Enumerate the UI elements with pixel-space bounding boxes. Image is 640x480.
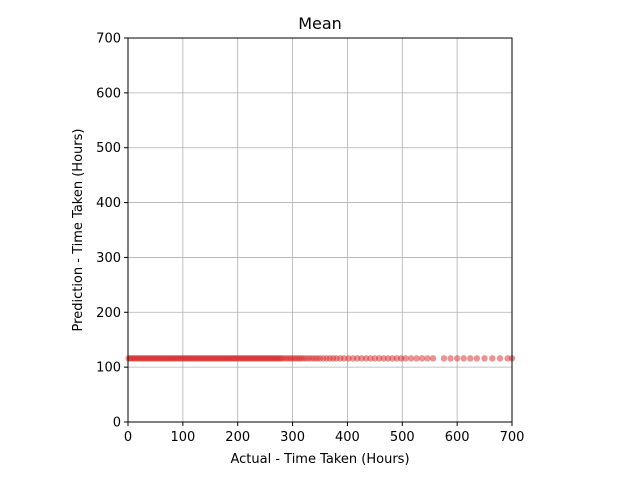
data-point-140	[467, 355, 474, 362]
data-point-127	[389, 355, 396, 362]
data-point-122	[367, 355, 374, 362]
y-tick-label-6: 600	[96, 86, 121, 101]
y-tick-label-4: 400	[96, 196, 121, 211]
data-point-130	[402, 355, 409, 362]
data-point-119	[354, 355, 361, 362]
data-point-144	[496, 355, 504, 362]
x-tick-label-5: 500	[390, 430, 415, 445]
y-axis-label: Prediction - Time Taken (Hours)	[71, 129, 86, 332]
data-point-121	[362, 355, 370, 362]
data-point-145	[504, 355, 511, 362]
data-point-123	[371, 355, 379, 362]
data-point-136	[440, 355, 448, 362]
grid	[127, 37, 513, 423]
data-point-138	[453, 355, 461, 362]
data-point-129	[397, 355, 405, 362]
data-point-133	[418, 355, 426, 362]
data-point-132	[413, 355, 420, 362]
data-point-117	[345, 355, 352, 362]
data-points	[125, 355, 516, 362]
x-tick-label-7: 700	[500, 430, 525, 445]
x-tick-label-6: 600	[445, 430, 470, 445]
y-tick-label-0: 0	[113, 416, 121, 431]
x-axis-label: Actual - Time Taken (Hours)	[230, 452, 409, 467]
data-point-126	[384, 355, 392, 362]
y-tick-label-2: 200	[96, 306, 121, 321]
y-tick-label-5: 500	[96, 141, 121, 156]
data-point-143	[489, 355, 496, 362]
x-tick-label-2: 200	[225, 430, 250, 445]
y-tick-label-7: 700	[96, 32, 121, 47]
plot-frame	[127, 37, 513, 423]
x-tick-label-0: 0	[124, 430, 132, 445]
data-point-128	[393, 355, 400, 362]
data-point-137	[447, 355, 454, 362]
data-point-141	[473, 355, 481, 362]
x-tick-label-4: 400	[335, 430, 360, 445]
data-point-135	[429, 355, 437, 362]
data-point-118	[349, 355, 357, 362]
data-point-131	[407, 355, 415, 362]
data-point-120	[358, 355, 365, 362]
data-point-139	[460, 355, 467, 362]
y-axis-ticks: 0 100 200 300 400 500 600 700	[96, 32, 128, 431]
x-tick-label-1: 100	[170, 430, 195, 445]
y-tick-label-3: 300	[96, 251, 121, 266]
y-tick-label-1: 100	[96, 361, 121, 376]
x-axis-ticks: 0 100 200 300 400 500 600 700	[124, 422, 525, 445]
data-point-116	[340, 355, 348, 362]
x-tick-label-3: 300	[280, 430, 305, 445]
data-point-142	[481, 355, 488, 362]
data-point-125	[380, 355, 387, 362]
data-point-124	[376, 355, 383, 362]
data-point-134	[424, 355, 431, 362]
chart-title: Mean	[298, 14, 342, 33]
